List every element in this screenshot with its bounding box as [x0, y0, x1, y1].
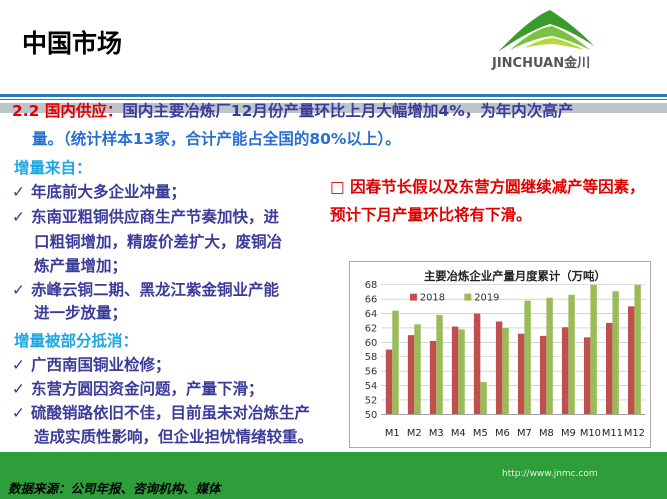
y-tick-label: 64 [365, 309, 378, 320]
item-text: 炼产量增加； [34, 257, 128, 275]
production-chart: 50 52 54 56 58 60 62 64 66 68 主要冶炼企业产量月度累计（万吨） M1 M2… [349, 261, 651, 448]
offset-item-line: 造成实质性影响，但企业担忧情绪较重。 [34, 425, 313, 447]
x-tick-label: M7 [517, 428, 532, 439]
item-text: 东南亚粗铜供应商生产节奏加快，进 [31, 208, 280, 226]
note-bullet: □ [330, 178, 345, 196]
x-tick-label: M5 [473, 428, 488, 439]
check-icon: ✓ [12, 380, 25, 398]
increase-item-line: 口粗铜增加，精废价差扩大，废铜冶 [34, 230, 282, 252]
note-line2: 预计下月产量环比将有下滑。 [330, 206, 532, 224]
y-tick-label: 66 [365, 295, 378, 306]
y-tick-label: 60 [365, 338, 378, 349]
x-tick-label: M11 [602, 428, 623, 439]
item-text: 广西南国铜业检修； [31, 356, 171, 374]
bar-2018-M1 [385, 349, 393, 415]
bar-2018-M8 [539, 335, 547, 415]
jinchuan-logo [498, 10, 594, 52]
y-tick-label: 68 [365, 280, 378, 291]
y-tick-label: 56 [365, 367, 378, 378]
bar-2018-M7 [517, 333, 525, 415]
check-icon: ✓ [12, 356, 25, 374]
item-text: 进一步放量； [34, 304, 128, 322]
bar-2018-M9 [561, 327, 569, 415]
bar-2018-M2 [407, 335, 415, 415]
bar-2019-M1 [392, 310, 399, 415]
item-text: 造成实质性影响，但企业担忧情绪较重。 [34, 428, 314, 446]
legend-swatch [409, 293, 417, 301]
x-tick-label: M9 [561, 428, 576, 439]
bar-2019-M8 [546, 297, 553, 415]
y-tick-label: 54 [365, 381, 378, 392]
intro-text: 国内主要冶炼厂12月份产量环比上月大幅增加4%，为年内次高产 [122, 102, 574, 120]
bar-2018-M6 [495, 321, 503, 415]
bar-2019-M5 [480, 381, 487, 415]
item-text: 硫酸销路依旧不佳，目前虽未对冶炼生产 [31, 404, 311, 422]
footer-bar [0, 452, 667, 499]
gray-band [0, 103, 667, 113]
bar-2019-M10 [590, 284, 597, 415]
legend-swatch [464, 293, 472, 301]
bar-2018-M5 [473, 313, 481, 415]
header-divider [0, 94, 667, 97]
bar-2019-M12 [634, 284, 641, 415]
x-tick-label: M6 [495, 428, 510, 439]
bar-2019-M9 [568, 294, 575, 415]
increase-item-line: ✓ 东南亚粗铜供应商生产节奏加快，进 [12, 205, 279, 227]
legend-label: 2018 [420, 293, 445, 304]
footer-url[interactable]: http://www.jnmc.com [502, 469, 598, 479]
y-tick-label: 52 [365, 395, 378, 406]
item-text: 东营方圆因资金问题，产量下滑； [31, 380, 264, 398]
item-text: 赤峰云铜二期、黑龙江紫金铜业产能 [31, 281, 280, 299]
increase-heading: 增量来自： [14, 159, 92, 177]
increase-item-line: ✓ 年底前大多企业冲量； [12, 180, 186, 202]
increase-item-line: ✓ 赤峰云铜二期、黑龙江紫金铜业产能 [12, 278, 279, 300]
item-text: 口粗铜增加，精废价差扩大，废铜冶 [34, 233, 283, 251]
legend-label: 2019 [474, 293, 499, 304]
bar-2018-M3 [429, 340, 437, 415]
bar-2019-M7 [524, 300, 531, 415]
x-tick-label: M1 [385, 428, 400, 439]
bar-2019-M3 [436, 314, 443, 415]
bar-2018-M11 [605, 322, 613, 415]
check-icon: ✓ [12, 281, 25, 299]
y-tick-label: 62 [365, 323, 378, 334]
header-divider-thin [0, 99, 667, 100]
y-tick-label: 58 [365, 352, 378, 363]
increase-item-line: 进一步放量； [34, 301, 127, 323]
bar-2019-M4 [458, 329, 465, 415]
check-icon: ✓ [12, 183, 25, 201]
x-tick-label: M2 [407, 428, 422, 439]
page-title: 中国市场 [22, 29, 123, 58]
x-tick-label: M10 [580, 428, 601, 439]
bar-2018-M4 [451, 326, 459, 415]
check-icon: ✓ [12, 404, 25, 422]
chart-title: 主要冶炼企业产量月度累计（万吨） [424, 269, 606, 283]
bar-2019-M11 [612, 291, 619, 415]
increase-item-line: 炼产量增加； [34, 254, 127, 276]
note-text: 因春节长假以及东营方圆继续减产等因素， [350, 178, 645, 196]
item-text: 年底前大多企业冲量； [31, 183, 187, 201]
note-line1: □ 因春节长假以及东营方圆继续减产等因素， [330, 175, 645, 197]
bar-2018-M10 [583, 337, 591, 415]
offset-item-line: ✓ 广西南国铜业检修； [12, 353, 171, 375]
offset-heading: 增量被部分抵消： [14, 332, 139, 350]
offset-item-line: ✓ 东营方圆因资金问题，产量下滑； [12, 377, 264, 399]
x-tick-label: M4 [451, 428, 466, 439]
check-icon: ✓ [12, 208, 25, 226]
x-tick-label: M3 [429, 428, 444, 439]
intro-line1: 2.2 国内供应：国内主要冶炼厂12月份产量环比上月大幅增加4%，为年内次高产 [12, 99, 573, 121]
x-tick-label: M12 [624, 428, 645, 439]
intro-line2: 量。（统计样本13家，合计产能占全国的80%以上）。 [32, 130, 401, 148]
bar-2019-M6 [502, 327, 509, 415]
x-tick-label: M8 [539, 428, 554, 439]
data-source: 数据来源：公司年报、咨询机构、媒体 [8, 481, 221, 496]
logo-text: JINCHUAN金川 [492, 56, 591, 71]
y-tick-label: 50 [365, 410, 378, 421]
offset-item-line: ✓ 硫酸销路依旧不佳，目前虽未对冶炼生产 [12, 401, 310, 423]
bar-2018-M12 [627, 306, 635, 415]
bar-2019-M2 [414, 324, 421, 415]
section-label: 2.2 国内供应： [12, 102, 123, 120]
